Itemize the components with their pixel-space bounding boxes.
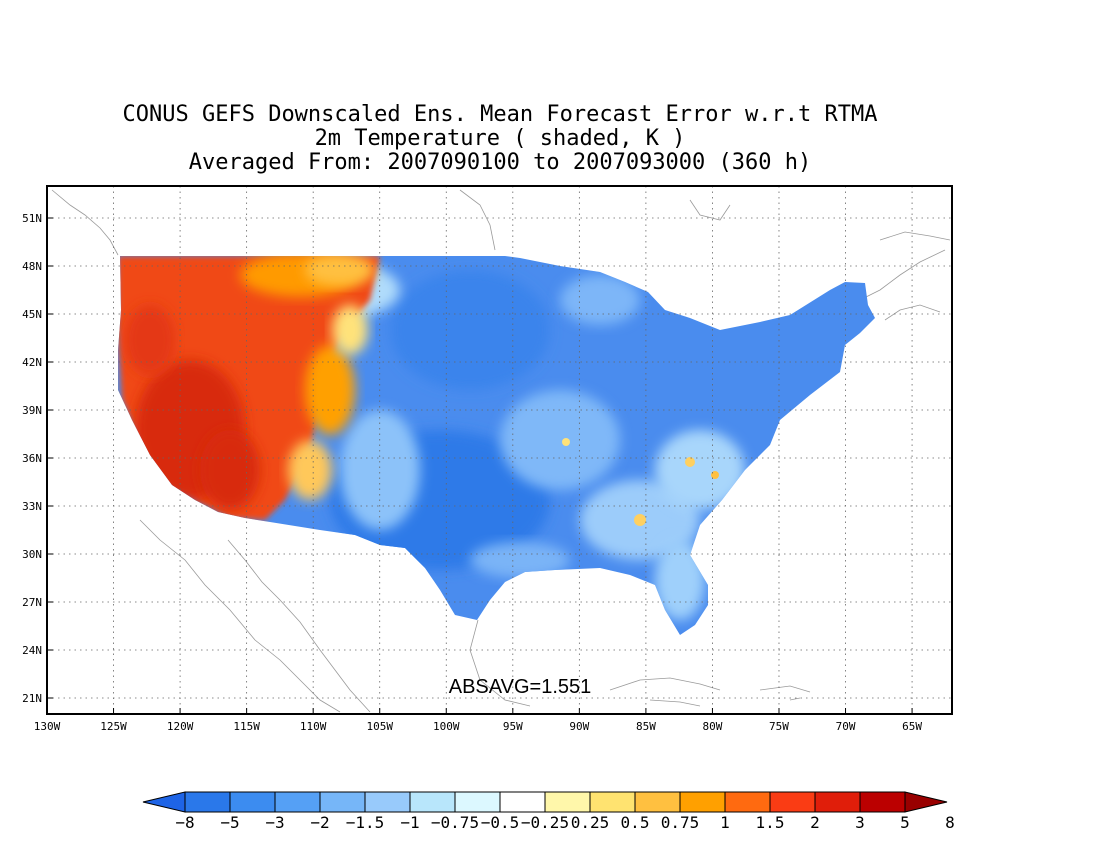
x-tick-label: 65W — [902, 720, 922, 733]
y-tick-label: 21N — [22, 692, 42, 705]
title-line-1: CONUS GEFS Downscaled Ens. Mean Forecast… — [122, 102, 878, 127]
colorbar-label: −0.25 — [521, 813, 569, 832]
colorbar-label: 5 — [900, 813, 910, 832]
colorbar-label: −3 — [265, 813, 284, 832]
colorbar-label: 8 — [945, 813, 955, 832]
colorbar-swatch — [544, 791, 591, 813]
x-tick-label: 80W — [703, 720, 723, 733]
y-tick-label: 36N — [22, 452, 42, 465]
colorbar-swatch — [319, 791, 366, 813]
x-tick-label: 90W — [569, 720, 589, 733]
y-tick-label: 45N — [22, 308, 42, 321]
absavg-annotation: ABSAVG=1.551 — [449, 676, 592, 698]
colorbar-max-arrow — [904, 791, 948, 813]
colorbar-label: −5 — [220, 813, 239, 832]
x-tick-label: 85W — [636, 720, 656, 733]
y-tick-label: 39N — [22, 404, 42, 417]
colorbar-min-arrow — [142, 791, 186, 813]
colorbar-label: −8 — [175, 813, 194, 832]
x-tick-label: 115W — [233, 720, 260, 733]
x-tick-label: 95W — [503, 720, 523, 733]
colorbar-swatch — [184, 791, 231, 813]
x-tick-label: 75W — [769, 720, 789, 733]
y-tick-label: 48N — [22, 260, 42, 273]
colorbar-label: 0.75 — [661, 813, 700, 832]
colorbar-label: 2 — [810, 813, 820, 832]
title-line-3: Averaged From: 2007090100 to 2007093000 … — [188, 150, 812, 175]
x-tick-label: 105W — [366, 720, 393, 733]
coastline-lines — [51, 189, 951, 713]
colorbar-swatch — [589, 791, 636, 813]
colorbar-label: −2 — [310, 813, 329, 832]
y-tick-label: 27N — [22, 596, 42, 609]
colorbar-swatch — [679, 791, 726, 813]
x-tick-label: 125W — [100, 720, 127, 733]
y-tick-label: 30N — [22, 548, 42, 561]
x-tick-label: 110W — [300, 720, 327, 733]
colorbar-label: 1 — [720, 813, 730, 832]
colorbar-swatch — [229, 791, 276, 813]
colorbar-label: 3 — [855, 813, 865, 832]
y-tick-labels: 21N 24N 27N 30N 33N 36N 39N 42N 45N 48N 51N — [22, 212, 42, 705]
colorbar-swatch — [364, 791, 411, 813]
colorbar-label: 1.5 — [756, 813, 785, 832]
colorbar-label: 0.5 — [621, 813, 650, 832]
colorbar-swatch — [814, 791, 861, 813]
colorbar-label: −0.75 — [431, 813, 479, 832]
map-border — [46, 185, 953, 715]
colorbar-swatch — [499, 791, 546, 813]
x-tick-label: 70W — [836, 720, 856, 733]
colorbar-swatch — [859, 791, 906, 813]
y-tick-label: 51N — [22, 212, 42, 225]
colorbar-label: −1 — [400, 813, 419, 832]
x-tick-label: 120W — [167, 720, 194, 733]
colorbar-label: −1.5 — [346, 813, 385, 832]
x-tick-labels: 130W 125W 120W 115W 110W 105W 100W 95W 90W 85W 80W… — [34, 720, 923, 733]
colorbar-swatch — [274, 791, 321, 813]
colorbar-label: 0.25 — [571, 813, 610, 832]
title-line-2: 2m Temperature ( shaded, K ) — [314, 126, 686, 151]
y-tick-label: 42N — [22, 356, 42, 369]
colorbar-swatch — [724, 791, 771, 813]
y-tick-label: 24N — [22, 644, 42, 657]
x-tick-label: 130W — [34, 720, 61, 733]
colorbar: −8 −5 −3 −2 −1.5 −1 −0.75 −0.5 −0.25 0.25 0.5 0.75 1… — [142, 791, 955, 832]
colorbar-label: −0.5 — [481, 813, 520, 832]
x-tick-label: 100W — [433, 720, 460, 733]
y-tick-label: 33N — [22, 500, 42, 513]
colorbar-swatch — [634, 791, 681, 813]
colorbar-swatch — [454, 791, 501, 813]
colorbar-swatch — [409, 791, 456, 813]
colorbar-swatch — [769, 791, 816, 813]
